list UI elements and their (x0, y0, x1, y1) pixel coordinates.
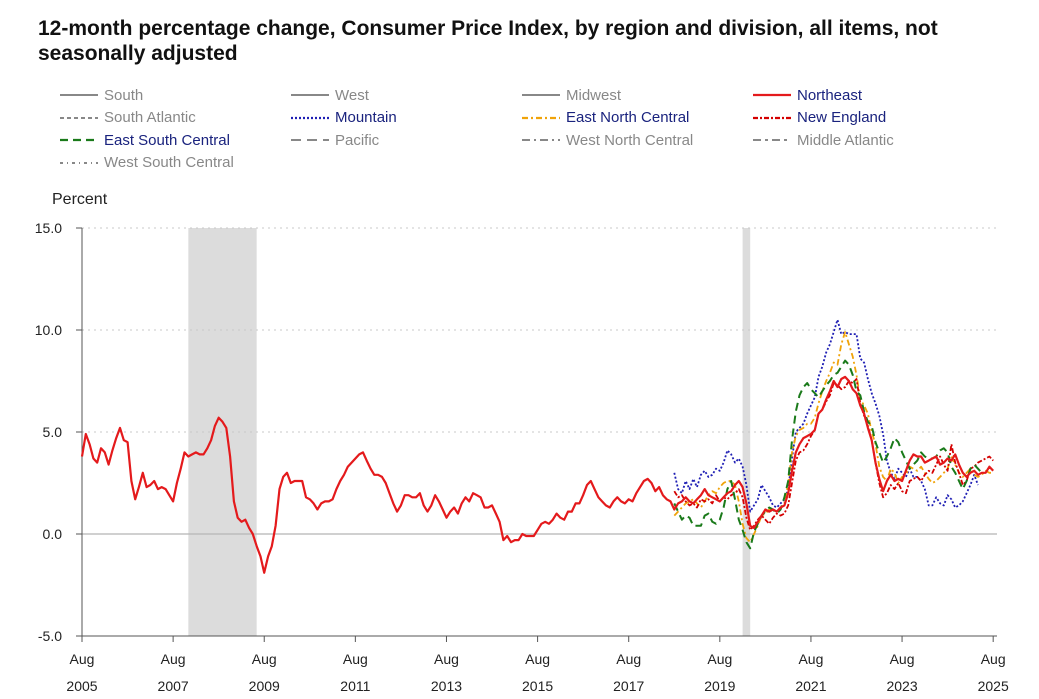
x-tick-year-label: 2021 (795, 678, 826, 694)
legend-swatch (753, 93, 791, 97)
x-tick-year-label: 2007 (158, 678, 189, 694)
x-tick-year-label: 2009 (249, 678, 280, 694)
x-tick-month-label: Aug (525, 651, 550, 667)
legend-label: Northeast (797, 86, 863, 104)
x-tick-year-label: 2017 (613, 678, 644, 694)
legend-item-middle-atlantic[interactable]: Middle Atlantic (751, 129, 894, 151)
legend-label: New England (797, 109, 887, 126)
legend-item-east-north-central[interactable]: East North Central (520, 107, 689, 129)
x-tick-year-label: 2013 (431, 678, 462, 694)
x-tick-month-label: Aug (890, 651, 915, 667)
legend-swatch (291, 94, 329, 96)
x-tick-month-label: Aug (161, 651, 186, 667)
y-tick-label: 15.0 (35, 220, 62, 236)
legend-swatch (753, 139, 791, 141)
legend-swatch (60, 161, 98, 164)
gridlines (82, 227, 997, 535)
x-tick-year-label: 2005 (66, 678, 97, 694)
chart-legend: South West Midwest Northeast South Atlantic M… (58, 84, 1018, 174)
legend-item-pacific[interactable]: Pacific (289, 129, 379, 151)
axes: 15.0 10.0 5.0 0.0 -5.0 Aug 2005 Aug 2007 Aug 2009 A… (35, 220, 1009, 694)
series-line-east-north-central (673, 331, 994, 544)
y-axis-label: Percent (52, 191, 108, 208)
x-tick-month-label: Aug (798, 651, 823, 667)
legend-swatch (753, 116, 791, 119)
y-tick-label: -5.0 (38, 628, 62, 644)
x-tick-month-label: Aug (981, 651, 1006, 667)
legend-item-midwest[interactable]: Midwest (520, 84, 621, 106)
legend-item-east-south-central[interactable]: East South Central (58, 129, 230, 151)
legend-item-west[interactable]: West (289, 84, 369, 106)
legend-label: West South Central (104, 154, 234, 171)
recession-band (188, 228, 257, 636)
legend-label: South (104, 86, 144, 104)
y-tick-label: 5.0 (43, 424, 63, 440)
legend-item-south-atlantic[interactable]: South Atlantic (58, 107, 196, 129)
x-tick-month-label: Aug (343, 651, 368, 667)
x-tick-month-label: Aug (707, 651, 732, 667)
data-series (80, 318, 995, 574)
legend-item-new-england[interactable]: New England (751, 107, 886, 129)
legend-item-west-south-central[interactable]: West South Central (58, 152, 234, 174)
legend-label: Middle Atlantic (797, 131, 894, 149)
x-tick-month-label: Aug (616, 651, 641, 667)
series-line-new-england (673, 378, 994, 531)
legend-item-west-north-central[interactable]: West North Central (520, 129, 693, 151)
series-line-east-south-central (673, 359, 983, 550)
legend-swatch (60, 94, 98, 96)
legend-label: West North Central (566, 131, 694, 149)
legend-swatch (522, 116, 560, 119)
x-tick-year-label: 2015 (522, 678, 553, 694)
legend-label: South Atlantic (104, 109, 196, 126)
series-line-mountain (673, 318, 979, 513)
legend-label: East North Central (566, 109, 690, 126)
legend-label: Mountain (335, 109, 397, 126)
legend-swatch (522, 94, 560, 96)
y-tick-label: 0.0 (43, 526, 63, 542)
legend-swatch (522, 139, 560, 141)
y-tick-label: 10.0 (35, 322, 62, 338)
x-tick-year-label: 2025 (978, 678, 1009, 694)
legend-label: East South Central (104, 131, 230, 149)
legend-item-south[interactable]: South (58, 84, 143, 106)
x-tick-year-label: 2023 (886, 678, 917, 694)
x-tick-month-label: Aug (434, 651, 459, 667)
series-line-northeast (80, 375, 995, 574)
x-tick-month-label: Aug (252, 651, 277, 667)
x-tick-year-label: 2019 (704, 678, 735, 694)
legend-label: West (335, 86, 369, 104)
legend-label: Pacific (335, 131, 380, 149)
legend-swatch (60, 116, 98, 119)
x-tick-year-label: 2011 (340, 678, 370, 694)
chart-title: 12-month percentage change, Consumer Pri… (38, 17, 938, 65)
recession-band (742, 228, 751, 636)
x-tick-month-label: Aug (70, 651, 95, 667)
legend-item-mountain[interactable]: Mountain (289, 107, 397, 129)
legend-item-northeast[interactable]: Northeast (751, 84, 862, 106)
legend-swatch (291, 139, 329, 141)
legend-label: Midwest (566, 86, 622, 104)
legend-swatch (60, 138, 98, 142)
